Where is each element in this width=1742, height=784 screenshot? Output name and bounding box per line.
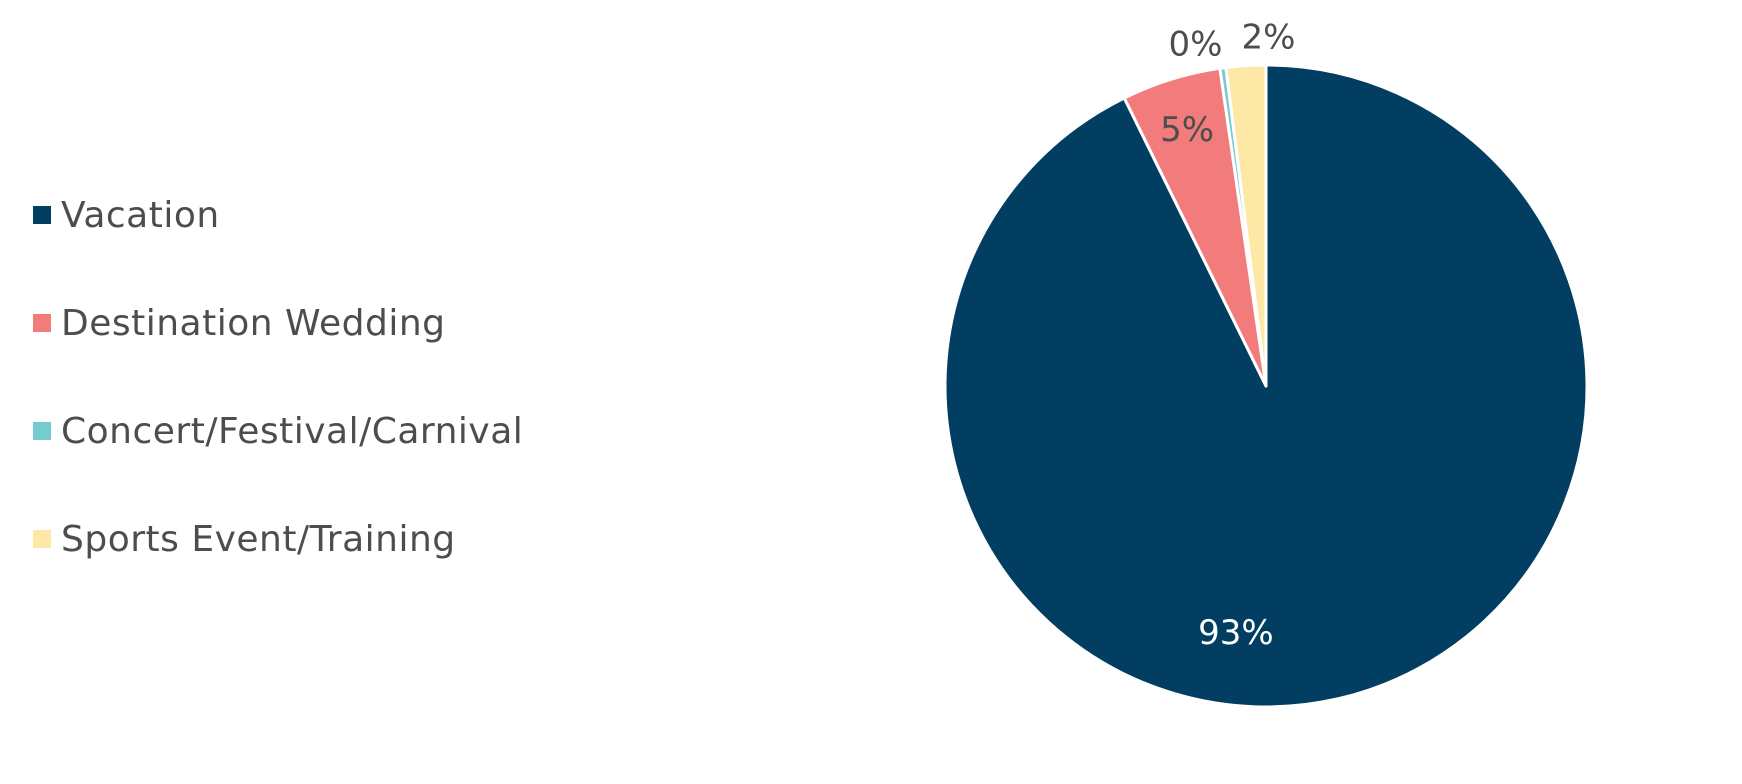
legend-item-sports-event-training: Sports Event/Training [33,514,523,564]
data-label-sports-event-training: 2% [1242,18,1296,58]
pie-slice-sports-event-training [1224,63,1268,388]
pie-data-labels: 93% 5% 0% 2% [1160,18,1295,654]
pie-slices [943,63,1589,709]
legend-item-destination-wedding: Destination Wedding [33,298,523,348]
legend-item-concert-festival-carnival: Concert/Festival/Carnival [33,406,523,456]
data-label-vacation: 93% [1198,613,1274,653]
legend-label-vacation: Vacation [61,194,220,236]
legend-label-destination-wedding: Destination Wedding [61,302,446,344]
legend: Vacation Destination Wedding Concert/Fes… [33,190,523,622]
legend-label-concert-festival-carnival: Concert/Festival/Carnival [61,410,524,452]
legend-swatch-sports-event-training [33,530,51,548]
legend-swatch-concert-festival-carnival [33,422,51,440]
legend-swatch-destination-wedding [33,314,51,332]
data-label-destination-wedding: 5% [1160,110,1214,150]
legend-label-sports-event-training: Sports Event/Training [61,518,456,560]
legend-swatch-vacation [33,206,51,224]
data-label-concert-festival-carnival: 0% [1169,25,1223,65]
legend-item-vacation: Vacation [33,190,523,240]
